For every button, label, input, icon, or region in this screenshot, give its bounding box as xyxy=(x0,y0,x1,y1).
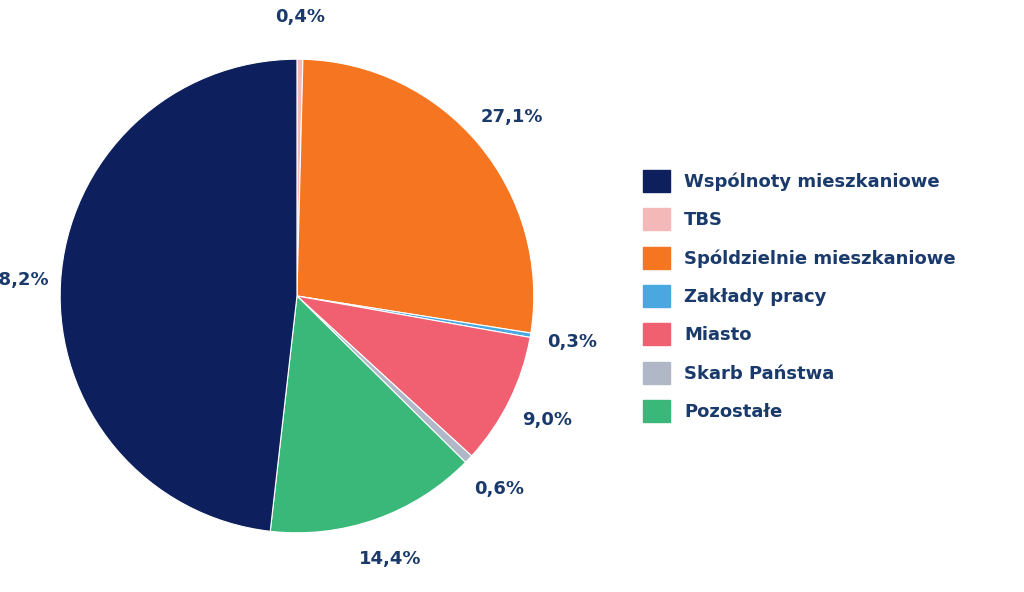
Wedge shape xyxy=(60,59,297,531)
Text: 0,6%: 0,6% xyxy=(474,480,524,497)
Wedge shape xyxy=(297,296,530,456)
Legend: Wspólnoty mieszkaniowe, TBS, Spóldzielnie mieszkaniowe, Zakłady pracy, Miasto, S: Wspólnoty mieszkaniowe, TBS, Spóldzielni… xyxy=(625,152,974,440)
Text: 0,4%: 0,4% xyxy=(275,8,326,25)
Text: 9,0%: 9,0% xyxy=(522,411,572,429)
Text: 14,4%: 14,4% xyxy=(358,551,421,568)
Wedge shape xyxy=(297,59,534,333)
Wedge shape xyxy=(297,296,530,337)
Wedge shape xyxy=(297,59,303,296)
Text: 0,3%: 0,3% xyxy=(548,333,598,351)
Wedge shape xyxy=(297,296,472,462)
Text: 48,2%: 48,2% xyxy=(0,271,49,289)
Text: 27,1%: 27,1% xyxy=(480,108,543,126)
Wedge shape xyxy=(270,296,466,533)
